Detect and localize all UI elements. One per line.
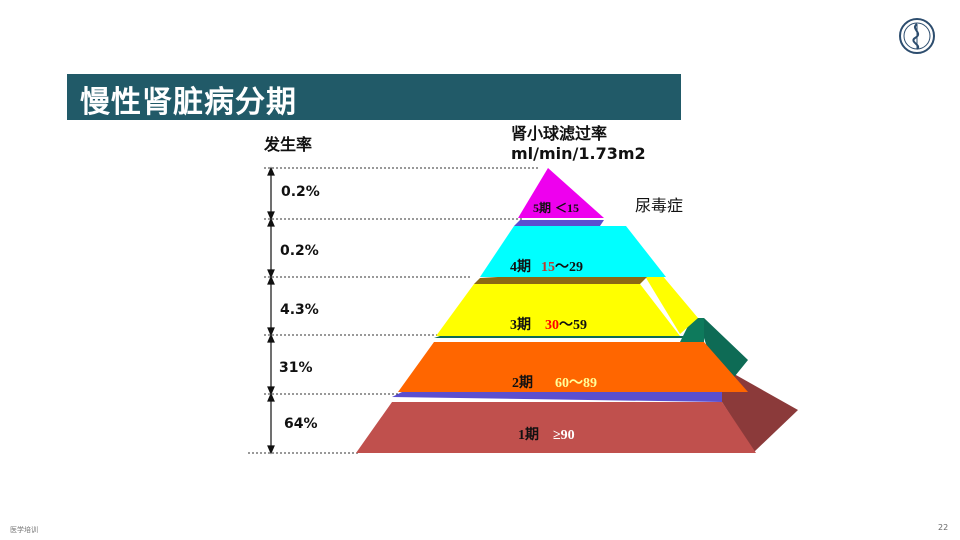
arrow-head-down-3	[267, 327, 275, 337]
incidence-arrows	[267, 166, 275, 455]
stage4-range-end: ～29	[555, 260, 583, 275]
stage5-name: 5期	[533, 201, 552, 215]
arrow-head-up-3	[267, 275, 275, 285]
stage5-label: 5期 ＜15	[533, 199, 579, 216]
stage3-name: 3期	[510, 318, 531, 333]
footer-text: 医学培训	[10, 526, 38, 534]
stage1-name: 1期	[518, 428, 539, 443]
dotted-guides	[248, 167, 540, 454]
stage4-range-start: 15	[541, 260, 555, 275]
stage1-range: ≥90	[553, 428, 575, 443]
page-number: 22	[938, 523, 949, 532]
stage1-label: 1期 ≥90	[518, 424, 575, 444]
incidence-value-stage5: 0.2%	[281, 184, 320, 200]
stage3-range-end: ～59	[559, 318, 587, 333]
stage3-label: 3期 30～59	[510, 314, 587, 334]
tier2-top-ledge	[434, 336, 704, 338]
tier4-top-ledge	[514, 220, 604, 226]
slide-title: 慢性肾脏病分期	[80, 85, 297, 120]
tier5-apex	[518, 168, 604, 218]
stage2-name: 2期	[512, 376, 533, 391]
stage3-range-start: 30	[545, 318, 559, 333]
incidence-header: 发生率	[264, 135, 313, 154]
tier2-back-corner	[680, 318, 704, 342]
institution-logo-icon	[899, 18, 935, 54]
arrow-head-up-2	[267, 217, 275, 227]
tier2-front-face	[398, 342, 748, 392]
stage4-name: 4期	[510, 260, 531, 275]
tier3-side-face	[640, 268, 698, 334]
stage2-label: 2期 60～89	[512, 372, 597, 392]
incidence-value-stage3: 4.3%	[280, 302, 319, 318]
title-bar	[67, 74, 681, 120]
gfr-header-line1: 肾小球滤过率	[511, 124, 608, 143]
arrow-head-down-1	[267, 211, 275, 221]
incidence-value-stage4: 0.2%	[280, 243, 319, 259]
tier4-front-face	[480, 226, 666, 277]
arrow-head-up-1	[267, 166, 275, 176]
tier1-front-face	[356, 402, 756, 453]
stage5-range: ＜15	[555, 201, 580, 215]
arrow-head-up-4	[267, 333, 275, 343]
incidence-value-stage2: 31%	[279, 360, 313, 376]
arrow-head-down-2	[267, 269, 275, 279]
gfr-header: 肾小球滤过率 ml/min/1.73m2	[511, 124, 646, 164]
arrow-head-down-5	[267, 445, 275, 455]
incidence-value-stage1: 64%	[284, 416, 318, 432]
gfr-header-line2: ml/min/1.73m2	[511, 144, 646, 163]
tier2-side-face	[704, 318, 748, 392]
arrow-head-up-5	[267, 392, 275, 402]
stage2-range: 60～89	[555, 376, 597, 391]
tier1-top-ledge	[392, 392, 722, 402]
arrow-head-down-4	[267, 386, 275, 396]
tier3-front-face	[436, 284, 680, 336]
stage4-label: 4期 15～29	[510, 256, 583, 276]
uremia-label: 尿毒症	[635, 196, 684, 215]
